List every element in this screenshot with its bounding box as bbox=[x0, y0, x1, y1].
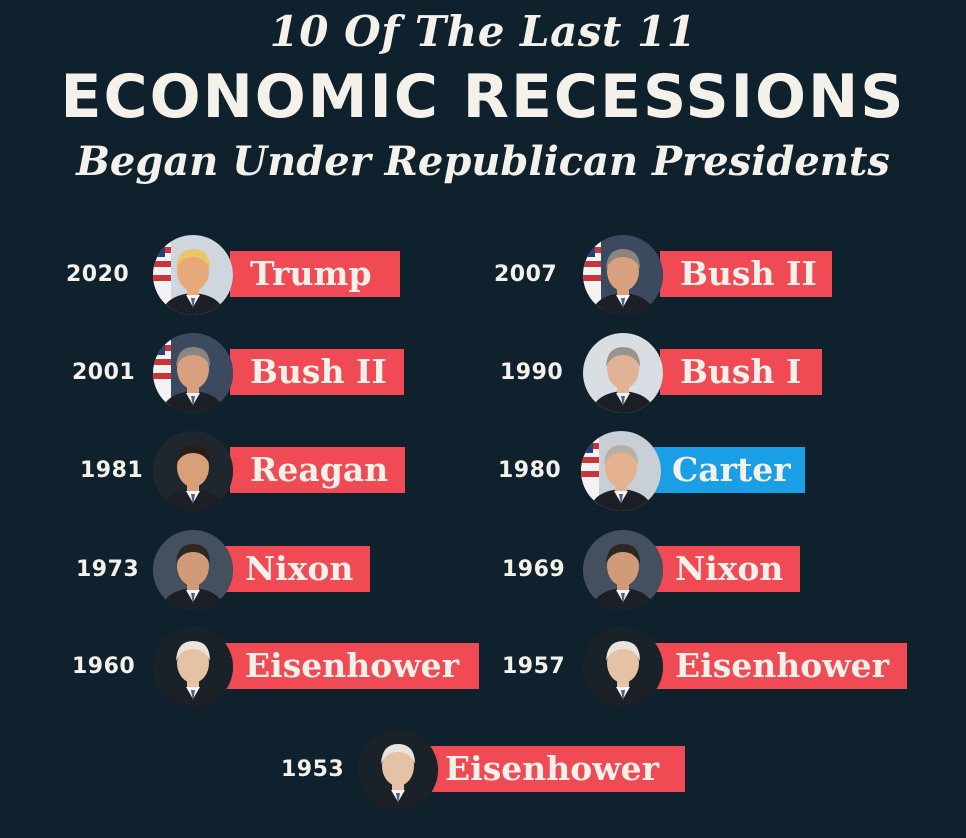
recession-entry: 1980 Carter bbox=[490, 431, 835, 511]
nixon-portrait bbox=[583, 530, 663, 610]
recession-entry: 1960 Eisenhower bbox=[60, 627, 485, 707]
president-name-bar: Eisenhower bbox=[425, 746, 685, 792]
recession-year: 2020 bbox=[66, 262, 130, 287]
president-name-bar: Reagan bbox=[230, 447, 405, 493]
title-line-3: Began Under Republican Presidents bbox=[76, 138, 890, 185]
recession-year: 1969 bbox=[502, 557, 566, 582]
recession-year: 2001 bbox=[72, 360, 136, 385]
recession-year: 1990 bbox=[500, 360, 564, 385]
nixon-portrait bbox=[153, 530, 233, 610]
recession-entry: 1957 Eisenhower bbox=[490, 627, 915, 707]
title-line-2: ECONOMIC RECESSIONS bbox=[60, 62, 906, 132]
recession-entry: 1953 Eisenhower bbox=[275, 730, 700, 810]
carter-portrait bbox=[581, 431, 661, 511]
recession-year: 1973 bbox=[76, 557, 140, 582]
recession-year: 2007 bbox=[494, 262, 558, 287]
president-name-bar: Trump bbox=[230, 251, 400, 297]
president-name-bar: Bush II bbox=[230, 349, 404, 395]
president-name-bar: Eisenhower bbox=[225, 643, 479, 689]
recession-year: 1981 bbox=[80, 458, 144, 483]
bush-ii-portrait bbox=[583, 235, 663, 315]
trump-portrait bbox=[153, 235, 233, 315]
recession-entry: 1990 Bush I bbox=[490, 333, 835, 413]
recession-entry: 1969 Nixon bbox=[490, 530, 835, 610]
president-name-bar: Bush II bbox=[660, 251, 832, 297]
recession-year: 1980 bbox=[498, 458, 562, 483]
eisenhower-portrait bbox=[153, 627, 233, 707]
recession-entry: 1981 Reagan bbox=[60, 431, 405, 511]
president-name-bar: Eisenhower bbox=[655, 643, 907, 689]
eisenhower-portrait bbox=[358, 730, 438, 810]
recession-entry: 2007 Bush II bbox=[490, 235, 835, 315]
recession-year: 1960 bbox=[72, 654, 136, 679]
recession-entry: 1973 Nixon bbox=[60, 530, 405, 610]
eisenhower-portrait bbox=[583, 627, 663, 707]
bush-i-portrait bbox=[583, 333, 663, 413]
title-line-1: 10 Of The Last 11 bbox=[269, 7, 697, 56]
recession-entry: 2001 Bush II bbox=[60, 333, 405, 413]
recession-year: 1957 bbox=[502, 654, 566, 679]
president-name-bar: Nixon bbox=[655, 546, 800, 592]
president-name-bar: Nixon bbox=[225, 546, 370, 592]
recession-entry: 2020 Trump bbox=[60, 235, 405, 315]
recession-year: 1953 bbox=[281, 757, 345, 782]
president-name-bar: Bush I bbox=[660, 349, 822, 395]
reagan-portrait bbox=[153, 431, 233, 511]
bush-ii-portrait bbox=[153, 333, 233, 413]
president-name-bar: Carter bbox=[652, 447, 805, 493]
